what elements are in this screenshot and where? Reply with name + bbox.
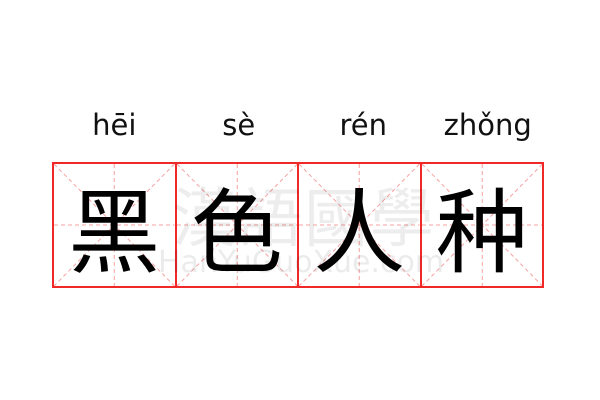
pinyin-4: zhǒng <box>443 108 532 142</box>
guide-lines <box>177 164 298 286</box>
guide-lines <box>299 164 420 286</box>
character-1: 黑 <box>68 179 161 287</box>
character-cell: 种 <box>419 162 544 288</box>
pinyin-1: hēi <box>92 108 137 142</box>
pinyin-row: hēi sè rén zhǒng <box>52 108 550 142</box>
character-grid: 黑 色 人 种 <box>52 162 550 288</box>
pinyin-2: sè <box>222 108 256 142</box>
guide-lines <box>54 164 175 286</box>
guide-lines <box>422 164 543 286</box>
pinyin-3: rén <box>339 108 387 142</box>
character-2: 色 <box>190 179 283 287</box>
character-cell: 人 <box>297 162 422 288</box>
character-3: 人 <box>313 179 406 287</box>
character-cell: 色 <box>174 162 299 288</box>
character-4: 种 <box>435 179 528 287</box>
character-cell: 黑 <box>52 162 177 288</box>
